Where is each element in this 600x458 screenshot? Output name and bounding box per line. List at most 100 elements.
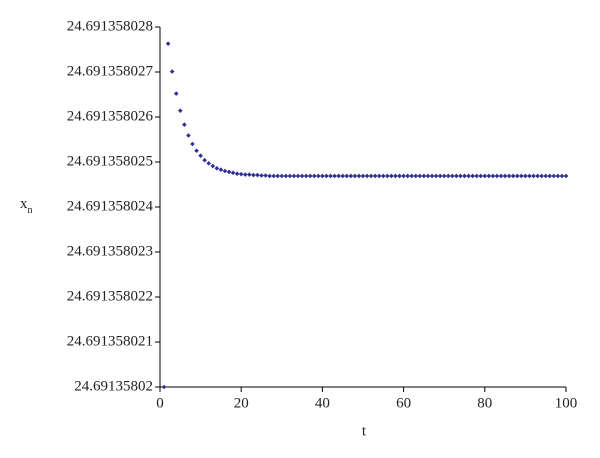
point xyxy=(238,171,244,177)
point xyxy=(372,173,378,179)
point xyxy=(161,384,167,390)
point xyxy=(531,173,536,179)
point xyxy=(417,173,423,179)
point xyxy=(234,171,240,176)
point xyxy=(178,108,183,113)
point xyxy=(519,173,524,179)
point xyxy=(437,173,443,179)
y-axis-label-main: x xyxy=(20,196,28,212)
point xyxy=(316,173,321,179)
point xyxy=(194,148,199,154)
point xyxy=(320,173,325,179)
point xyxy=(433,173,439,179)
x-tick-label: 20 xyxy=(234,395,249,411)
point xyxy=(311,173,317,179)
point xyxy=(344,173,350,179)
point xyxy=(210,163,216,169)
point xyxy=(303,173,309,179)
point xyxy=(547,173,553,179)
point xyxy=(364,173,370,179)
point xyxy=(543,173,548,179)
point xyxy=(255,172,260,178)
point xyxy=(482,173,488,179)
point xyxy=(413,173,419,179)
point xyxy=(539,173,544,179)
x-tick-label: 40 xyxy=(315,395,330,411)
point xyxy=(490,173,496,179)
point xyxy=(283,173,289,179)
point xyxy=(510,173,516,179)
point xyxy=(523,173,528,179)
point xyxy=(551,173,557,179)
point xyxy=(535,173,540,179)
point xyxy=(340,173,345,179)
point xyxy=(445,173,451,179)
point xyxy=(429,173,435,179)
y-tick-label: 24.69135802 xyxy=(74,378,153,394)
y-tick-label: 24.691358022 xyxy=(67,288,153,304)
point xyxy=(389,173,394,179)
point xyxy=(332,173,337,179)
point xyxy=(169,69,175,74)
x-axis-label: t xyxy=(362,423,367,439)
point xyxy=(202,157,207,163)
point xyxy=(295,173,301,179)
point xyxy=(474,173,479,179)
point xyxy=(190,141,195,147)
point xyxy=(287,173,293,179)
point xyxy=(328,173,333,179)
y-tick-label: 24.691358023 xyxy=(67,243,153,259)
point xyxy=(393,173,398,179)
point xyxy=(502,173,508,179)
point xyxy=(299,173,305,179)
point xyxy=(421,173,427,179)
point xyxy=(214,165,220,171)
point xyxy=(563,173,569,179)
point xyxy=(226,169,232,175)
point xyxy=(173,91,179,96)
point xyxy=(376,173,382,179)
point xyxy=(222,168,228,174)
point xyxy=(307,173,313,179)
point xyxy=(401,173,406,179)
point xyxy=(555,173,561,179)
point xyxy=(271,173,276,179)
y-tick-label: 24.691358025 xyxy=(67,153,153,169)
point xyxy=(218,167,224,172)
point xyxy=(242,172,248,177)
point xyxy=(247,172,252,177)
point xyxy=(405,173,410,179)
point xyxy=(381,173,386,179)
point xyxy=(441,173,447,179)
point xyxy=(230,170,236,176)
y-axis-label: xn xyxy=(20,196,33,216)
point xyxy=(182,122,187,127)
point xyxy=(251,172,256,178)
point xyxy=(348,173,354,179)
point xyxy=(466,173,471,179)
point xyxy=(425,173,431,179)
point xyxy=(527,173,532,179)
point xyxy=(279,173,285,179)
x-tick-label: 80 xyxy=(477,395,492,411)
point xyxy=(514,173,520,179)
point xyxy=(275,173,281,179)
x-tick-label: 100 xyxy=(555,395,578,411)
y-axis-label-subscript: n xyxy=(28,205,33,216)
y-tick-label: 24.691358021 xyxy=(67,333,153,349)
point xyxy=(356,173,362,179)
point xyxy=(478,173,484,179)
point xyxy=(494,173,500,179)
point xyxy=(360,173,366,179)
point xyxy=(206,161,212,166)
point xyxy=(397,173,402,179)
point xyxy=(259,173,264,178)
point xyxy=(454,173,459,179)
point xyxy=(186,133,191,138)
point xyxy=(458,173,463,179)
point xyxy=(324,173,329,179)
point xyxy=(462,173,467,179)
point xyxy=(352,173,358,179)
y-tick-label: 24.691358024 xyxy=(67,198,154,214)
